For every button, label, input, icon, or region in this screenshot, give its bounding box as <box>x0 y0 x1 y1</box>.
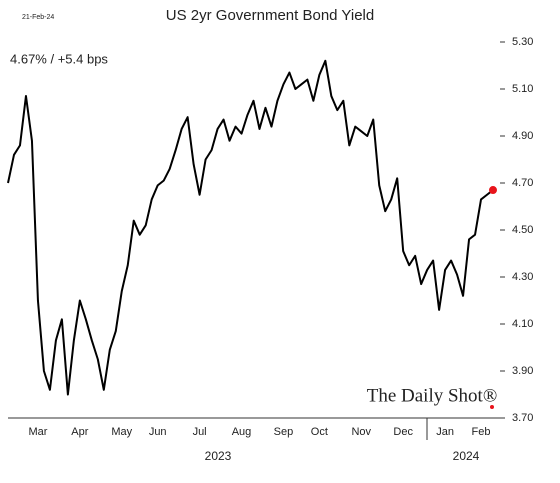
x-tick-label: May <box>111 426 132 438</box>
source-logo: The Daily Shot® <box>367 385 498 406</box>
y-tick-label: 5.10 <box>512 83 533 95</box>
y-tick-label: 3.70 <box>512 412 533 424</box>
year-label: 2023 <box>205 449 232 463</box>
y-tick-label: 4.10 <box>512 318 533 330</box>
x-tick-label: Sep <box>274 426 294 438</box>
headline: 4.67% / +5.4 bps <box>10 51 108 66</box>
x-tick-label: Jul <box>193 426 207 438</box>
x-tick-label: Dec <box>393 426 413 438</box>
last-point <box>489 186 497 195</box>
x-tick-label: Nov <box>351 426 371 438</box>
x-tick-label: Jun <box>149 426 167 438</box>
y-tick-label: 4.70 <box>512 177 533 189</box>
y-tick-label: 4.90 <box>512 130 533 142</box>
x-tick-label: Jan <box>436 426 454 438</box>
chart-title: US 2yr Government Bond Yield <box>166 7 374 24</box>
x-tick-label: Oct <box>311 426 328 438</box>
y-tick-label: 3.90 <box>512 365 533 377</box>
line-series <box>7 59 494 396</box>
x-tick-label: Feb <box>472 426 491 438</box>
y-tick-label: 4.50 <box>512 224 533 236</box>
y-tick-label: 5.30 <box>512 36 533 48</box>
date-label: 21-Feb-24 <box>22 14 54 21</box>
logo-dot <box>490 405 494 409</box>
year-label: 2024 <box>453 449 480 463</box>
x-tick-label: Mar <box>28 426 47 438</box>
y-tick-label: 4.30 <box>512 271 533 283</box>
x-tick-label: Apr <box>71 426 88 438</box>
x-tick-label: Aug <box>232 426 252 438</box>
